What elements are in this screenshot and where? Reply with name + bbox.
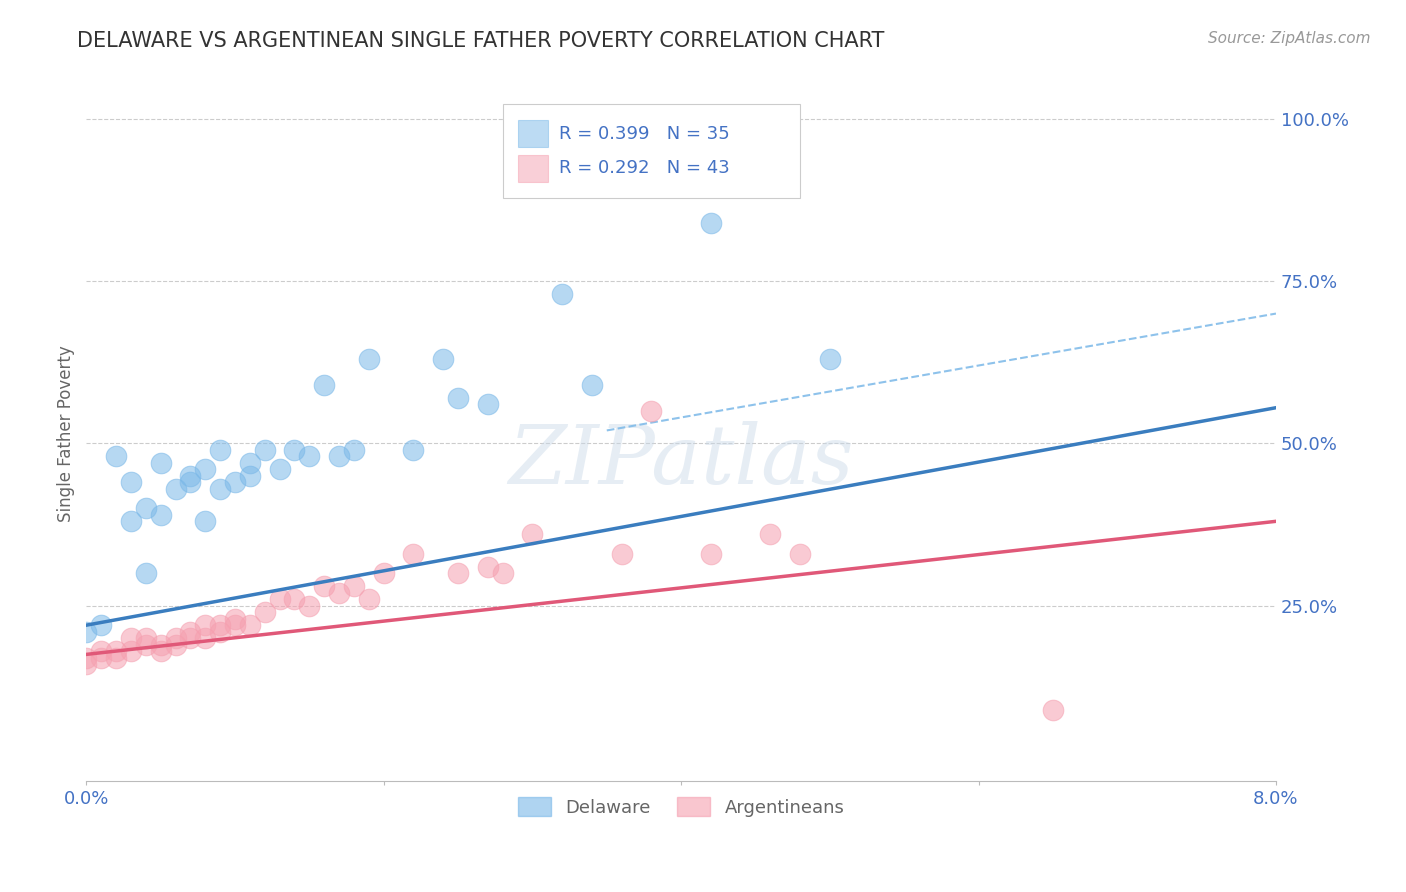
Point [75,657,97,672]
Point [298,450,321,464]
Point [120,514,142,528]
Point [551,287,574,301]
Point [224,612,246,626]
Point [165,631,187,645]
Point [700,547,723,561]
Point [283,442,305,457]
Text: DELAWARE VS ARGENTINEAN SINGLE FATHER POVERTY CORRELATION CHART: DELAWARE VS ARGENTINEAN SINGLE FATHER PO… [77,31,884,51]
Point [224,618,246,632]
Point [239,618,262,632]
Point [209,618,232,632]
Point [432,351,454,366]
Point [149,456,172,470]
Point [477,397,499,411]
FancyBboxPatch shape [503,103,800,197]
Point [447,566,470,581]
Point [522,527,544,541]
Text: R = 0.292   N = 43: R = 0.292 N = 43 [558,160,730,178]
Point [402,442,425,457]
Point [477,559,499,574]
Point [581,378,603,392]
Point [135,501,157,516]
Point [179,631,201,645]
Point [194,514,217,528]
Point [640,404,662,418]
Point [120,475,142,490]
Point [105,450,128,464]
Point [120,631,142,645]
Point [789,547,811,561]
FancyBboxPatch shape [519,120,548,147]
Point [224,475,246,490]
Point [105,644,128,658]
Point [149,508,172,522]
Point [120,644,142,658]
Point [700,216,723,230]
Point [194,462,217,476]
Point [135,566,157,581]
Point [759,527,782,541]
Text: ZIPatlas: ZIPatlas [509,421,853,501]
Point [492,566,515,581]
Point [194,631,217,645]
Point [447,391,470,405]
Text: Source: ZipAtlas.com: Source: ZipAtlas.com [1208,31,1371,46]
Point [165,482,187,496]
Point [328,450,350,464]
Point [328,585,350,599]
Point [298,599,321,613]
Point [357,351,380,366]
Point [373,566,395,581]
Point [179,475,201,490]
Point [105,650,128,665]
Point [194,618,217,632]
Point [209,442,232,457]
Point [209,624,232,639]
Point [402,547,425,561]
Point [149,644,172,658]
Point [75,650,97,665]
Point [179,468,201,483]
Point [253,442,276,457]
Point [179,624,201,639]
Point [610,547,633,561]
Point [818,351,841,366]
Point [135,638,157,652]
Point [1042,702,1064,716]
Point [283,592,305,607]
FancyBboxPatch shape [519,155,548,182]
Point [343,442,366,457]
Point [165,638,187,652]
Point [239,468,262,483]
Point [253,605,276,619]
Point [209,482,232,496]
Point [343,579,366,593]
Point [314,579,336,593]
Point [314,378,336,392]
Point [90,650,112,665]
Point [239,456,262,470]
Point [135,631,157,645]
Point [149,638,172,652]
Text: R = 0.399   N = 35: R = 0.399 N = 35 [558,125,730,143]
Y-axis label: Single Father Poverty: Single Father Poverty [58,345,75,522]
Point [269,592,291,607]
Point [75,624,97,639]
Point [90,618,112,632]
Point [90,644,112,658]
Point [269,462,291,476]
Point [357,592,380,607]
Legend: Delaware, Argentineans: Delaware, Argentineans [510,790,852,824]
